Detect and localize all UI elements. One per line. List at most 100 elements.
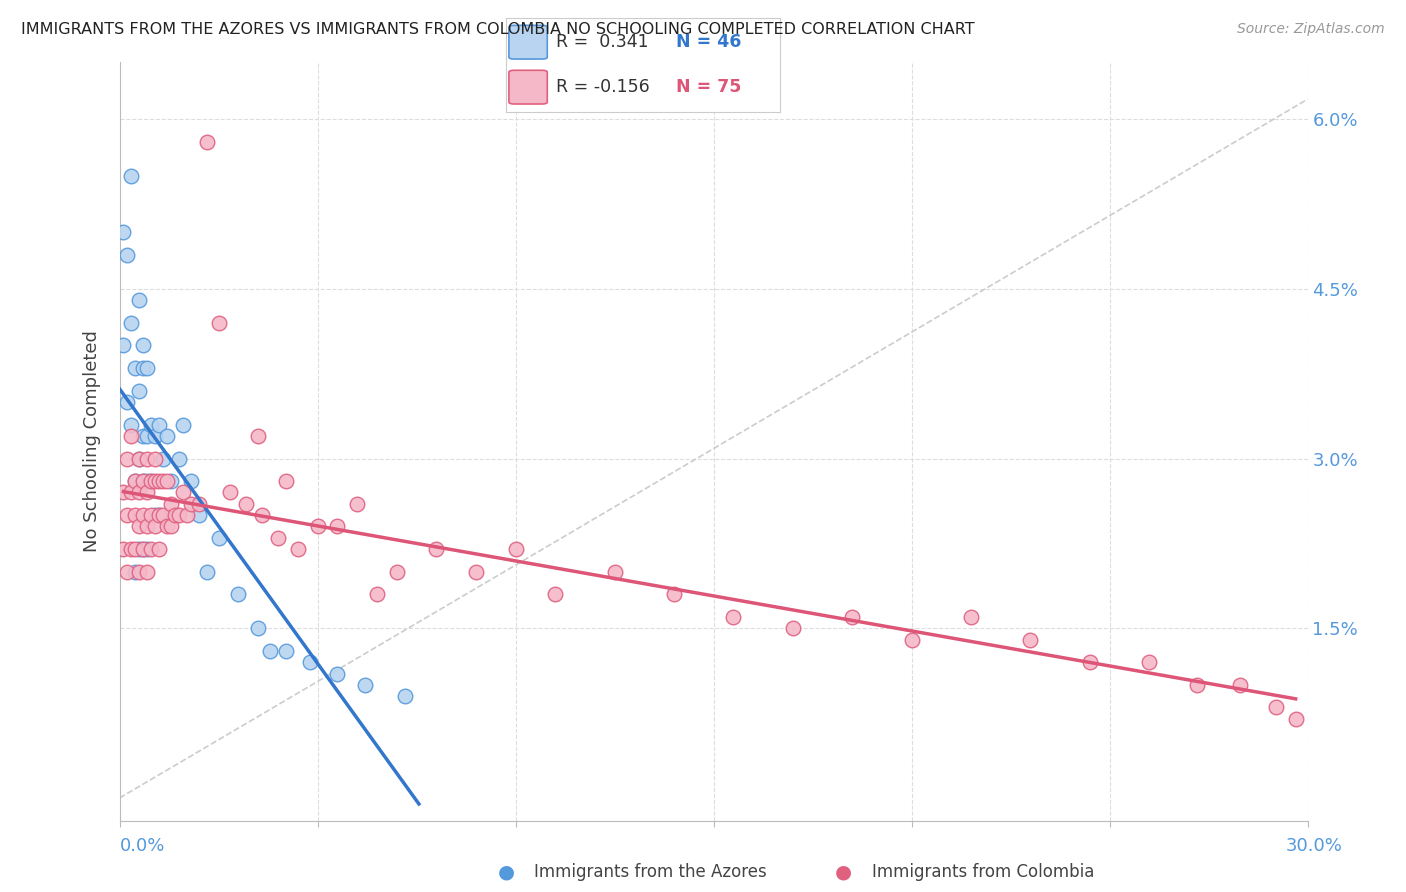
Point (112, 485, 135, 500)
Point (603, 565, 626, 579)
Point (128, 451, 150, 466)
Point (132, 338, 155, 352)
Point (120, 429, 142, 443)
Point (128, 565, 150, 579)
Text: R = -0.156: R = -0.156 (555, 78, 650, 96)
Point (141, 508, 163, 522)
Point (662, 587, 685, 601)
Point (195, 135, 218, 149)
Point (132, 429, 155, 443)
Point (141, 474, 163, 488)
Point (505, 542, 527, 557)
Point (274, 474, 297, 488)
Point (180, 474, 202, 488)
Point (132, 542, 155, 557)
Point (267, 531, 290, 545)
Point (141, 542, 163, 557)
Point (1229, 678, 1251, 692)
Point (128, 451, 150, 466)
Point (187, 497, 209, 511)
Point (1285, 712, 1308, 726)
Point (176, 508, 198, 522)
Text: N = 46: N = 46 (676, 33, 741, 51)
Point (112, 542, 135, 557)
Point (172, 485, 194, 500)
Text: Source: ZipAtlas.com: Source: ZipAtlas.com (1237, 22, 1385, 37)
Point (120, 542, 142, 557)
Point (132, 508, 155, 522)
FancyBboxPatch shape (509, 25, 547, 59)
Point (163, 508, 186, 522)
Point (228, 587, 250, 601)
Point (544, 587, 567, 601)
Point (132, 542, 155, 557)
Point (464, 565, 488, 579)
Text: Immigrants from Colombia: Immigrants from Colombia (872, 863, 1094, 881)
Point (259, 644, 281, 658)
Point (274, 644, 297, 658)
Point (167, 451, 190, 466)
Point (143, 508, 166, 522)
Text: IMMIGRANTS FROM THE AZORES VS IMMIGRANTS FROM COLOMBIA NO SCHOOLING COMPLETED CO: IMMIGRANTS FROM THE AZORES VS IMMIGRANTS… (21, 22, 974, 37)
Point (156, 519, 179, 533)
Point (132, 474, 155, 488)
Point (143, 519, 166, 533)
Point (117, 395, 139, 409)
Point (156, 429, 179, 443)
Point (247, 621, 270, 635)
Point (180, 497, 202, 511)
Point (160, 497, 183, 511)
Point (723, 610, 745, 624)
Point (132, 361, 155, 376)
Point (117, 508, 139, 522)
Point (124, 542, 146, 557)
Point (117, 565, 139, 579)
Point (287, 542, 309, 557)
Point (307, 519, 329, 533)
Point (124, 474, 146, 488)
Point (172, 417, 194, 432)
Point (143, 451, 166, 466)
Point (128, 485, 150, 500)
Point (143, 474, 166, 488)
Point (195, 565, 218, 579)
Point (1137, 655, 1160, 669)
Point (120, 417, 142, 432)
Point (841, 610, 863, 624)
Point (900, 632, 922, 647)
Point (148, 417, 170, 432)
Point (346, 497, 368, 511)
Point (124, 361, 146, 376)
Point (385, 565, 408, 579)
Point (326, 666, 349, 681)
Point (136, 519, 159, 533)
Point (148, 508, 170, 522)
Text: R =  0.341: R = 0.341 (555, 33, 648, 51)
Point (136, 451, 159, 466)
Point (124, 508, 146, 522)
Point (136, 565, 159, 579)
Text: 0.0%: 0.0% (120, 837, 165, 855)
Point (124, 565, 146, 579)
Text: N = 75: N = 75 (676, 78, 741, 96)
Point (187, 508, 209, 522)
Point (136, 361, 159, 376)
Point (136, 485, 159, 500)
Point (112, 225, 135, 239)
Point (235, 497, 257, 511)
Point (132, 474, 155, 488)
Point (782, 621, 804, 635)
Text: ●: ● (498, 863, 515, 882)
Point (1185, 678, 1208, 692)
Point (128, 384, 150, 398)
Text: Immigrants from the Azores: Immigrants from the Azores (534, 863, 768, 881)
Point (124, 474, 146, 488)
Point (207, 531, 229, 545)
Text: ●: ● (835, 863, 852, 882)
Point (128, 293, 150, 307)
Point (247, 429, 270, 443)
Point (120, 169, 142, 183)
Point (425, 542, 447, 557)
Point (1078, 655, 1101, 669)
Y-axis label: No Schooling Completed: No Schooling Completed (83, 331, 101, 552)
